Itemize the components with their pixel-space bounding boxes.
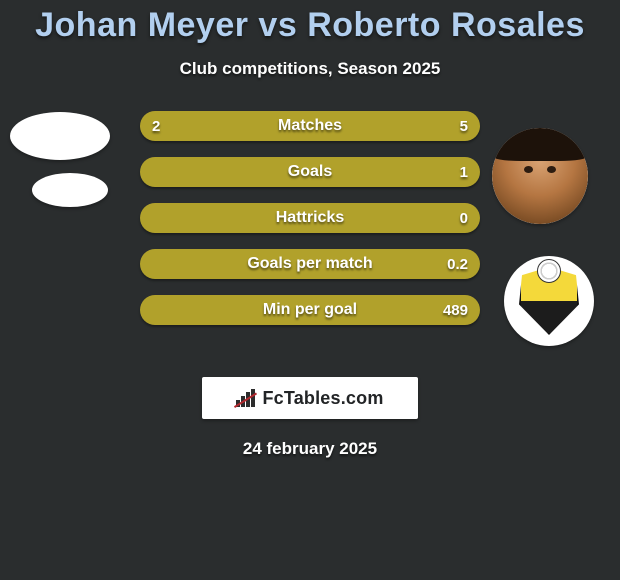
stat-right-value: 489	[443, 295, 468, 325]
snapshot-date: 24 february 2025	[0, 439, 620, 459]
bars-region: Matches2 5 Goals1 Hattricks0 Goals per match…	[0, 111, 620, 371]
stat-bar-label: Goals per match	[140, 249, 480, 279]
stat-left-value: 2	[152, 111, 160, 141]
logo-text: FcTables.com	[262, 388, 383, 409]
stat-bar: Goals per match0.2	[140, 249, 480, 279]
stat-bar: Goals1	[140, 157, 480, 187]
stat-bar: Matches2 5	[140, 111, 480, 141]
stat-right-value: 1	[460, 157, 468, 187]
fctables-logo: FcTables.com	[202, 377, 418, 419]
stat-right-value: 0.2	[447, 249, 468, 279]
comparison-card: Johan Meyer vs Roberto Rosales Club comp…	[0, 0, 620, 580]
stat-bar-label: Min per goal	[140, 295, 480, 325]
page-title: Johan Meyer vs Roberto Rosales	[0, 6, 620, 45]
stat-right-value: 0	[460, 203, 468, 233]
stat-bar-label: Goals	[140, 157, 480, 187]
bar-chart-icon	[236, 389, 258, 407]
stat-bar: Hattricks0	[140, 203, 480, 233]
stat-bar-label: Hattricks	[140, 203, 480, 233]
stat-bar-label: Matches	[140, 111, 480, 141]
stat-bar: Min per goal489	[140, 295, 480, 325]
subtitle: Club competitions, Season 2025	[0, 59, 620, 79]
stat-right-value: 5	[460, 111, 468, 141]
